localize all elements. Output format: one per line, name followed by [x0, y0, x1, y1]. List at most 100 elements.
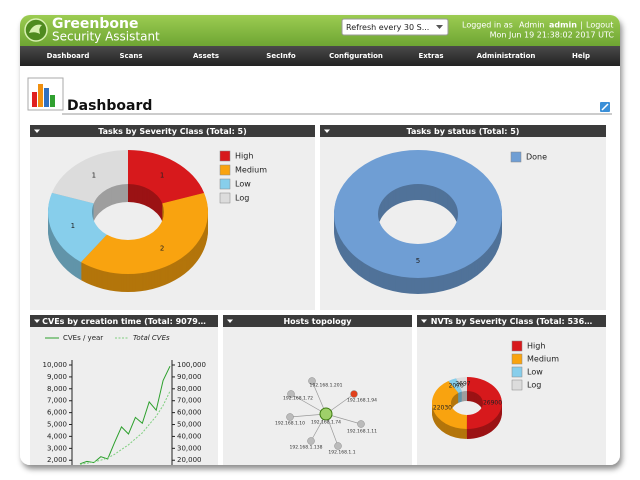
legend-label: Total CVEs [133, 334, 170, 342]
host-node[interactable] [287, 390, 295, 398]
legend-swatch [511, 340, 523, 352]
slice [456, 377, 467, 392]
panel-title: CVEs by creation time (Total: 9079… [42, 317, 206, 326]
icon-bar [32, 92, 37, 107]
host-node[interactable] [307, 437, 315, 445]
nav-item[interactable]: Dashboard [47, 52, 90, 60]
center-label: 192.168.1.74 [311, 420, 341, 426]
y2-tick-label: 90,000 [177, 373, 202, 381]
host-node[interactable] [286, 413, 294, 421]
host-label: 192.168.1.138 [290, 445, 323, 451]
y2-tick-label: 30,000 [177, 444, 202, 452]
panel-header [30, 125, 315, 137]
brand-subtitle: Security Assistant [52, 30, 160, 44]
panel [223, 315, 412, 465]
logo-mark [29, 24, 42, 34]
legend-swatch [219, 178, 231, 190]
slice [448, 378, 463, 393]
host-label: 192.168.1.94 [347, 398, 377, 404]
y-tick-label: 6,000 [47, 409, 67, 417]
panel-menu[interactable] [324, 129, 330, 134]
datetime: Mon Jun 19 21:38:02 2017 UTC [490, 31, 615, 40]
series-line [79, 390, 171, 465]
edit-glyph [601, 103, 609, 111]
slice [431, 380, 467, 429]
legend-label: Low [235, 180, 251, 189]
legend-label: Medium [527, 355, 559, 364]
panel-menu[interactable] [34, 129, 40, 134]
host-node[interactable] [350, 390, 358, 398]
legend-swatch [219, 164, 231, 176]
separator: | [580, 21, 583, 30]
legend-swatch [219, 150, 231, 162]
host-label: 192.168.1.72 [283, 396, 313, 402]
slice-label: 2697 [455, 381, 470, 388]
slice-label: 5 [416, 257, 420, 265]
nav-item[interactable]: Extras [419, 52, 444, 60]
host-node[interactable] [334, 442, 342, 450]
y-tick-label: 5,000 [47, 421, 67, 429]
slice-label: 1 [92, 172, 96, 180]
topology-edge [290, 393, 327, 415]
panel-title: Tasks by Severity Class (Total: 5) [98, 127, 247, 136]
legend-label: Done [526, 153, 547, 162]
panel-title: Hosts topology [283, 317, 352, 326]
nav-item[interactable]: Configuration [329, 52, 383, 60]
panel-header [223, 315, 412, 327]
nav-item[interactable]: Assets [193, 52, 219, 60]
y-tick-label: 4,000 [47, 432, 67, 440]
y2-tick-label: 20,000 [177, 456, 202, 464]
slice-label: 22030 [433, 405, 452, 412]
refresh-select[interactable] [341, 18, 449, 36]
host-label: 192.168.1.1 [328, 450, 355, 456]
y-tick-label: 3,000 [47, 444, 67, 452]
legend-swatch [511, 353, 523, 365]
y-tick-label: 10,000 [43, 361, 68, 369]
icon-bar [44, 88, 49, 107]
y-tick-label: 8,000 [47, 385, 67, 393]
host-node[interactable] [308, 377, 316, 385]
nav-item[interactable]: Scans [119, 52, 142, 60]
center-node[interactable] [319, 407, 333, 421]
slice [334, 150, 502, 278]
nav-item[interactable]: Help [572, 52, 590, 60]
nav-item[interactable]: SecInfo [266, 52, 296, 60]
legend-label: Low [527, 368, 543, 377]
slice [51, 150, 128, 204]
logout[interactable]: Logout [586, 21, 613, 30]
panel-header [417, 315, 606, 327]
legend-swatch [511, 379, 523, 391]
legend-label: High [235, 152, 253, 161]
y-tick-label: 2,000 [47, 456, 67, 464]
panel [30, 315, 218, 465]
select-arrow [436, 25, 443, 29]
host-node[interactable] [357, 420, 365, 428]
panel-menu[interactable] [34, 319, 40, 324]
host-label: 192.168.1.10 [275, 421, 305, 427]
y2-tick-label: 80,000 [177, 385, 202, 393]
icon-bar [50, 95, 55, 107]
panel-menu[interactable] [227, 319, 233, 324]
slice-label: 1 [160, 172, 164, 180]
y2-tick-label: 60,000 [177, 409, 202, 417]
slice [80, 192, 208, 274]
legend-label: Log [527, 381, 541, 390]
role: Admin [519, 21, 545, 30]
y2-tick-label: 70,000 [177, 397, 202, 405]
legend-swatch [511, 366, 523, 378]
nav-bar [20, 46, 620, 66]
slice-label: 2 [160, 244, 164, 252]
user[interactable]: admin [549, 21, 577, 30]
slice [48, 192, 107, 263]
brand: Greenbone [52, 16, 138, 32]
legend-label: Medium [235, 166, 267, 175]
nav-item[interactable]: Administration [477, 52, 536, 60]
panel-title: Tasks by status (Total: 5) [407, 127, 520, 136]
legend-swatch [510, 151, 522, 163]
y2-tick-label: 40,000 [177, 432, 202, 440]
panel-menu[interactable] [421, 319, 427, 324]
slice-label: 1 [71, 222, 75, 230]
legend-swatch [219, 192, 231, 204]
login-prefix: Logged in as [462, 21, 513, 30]
